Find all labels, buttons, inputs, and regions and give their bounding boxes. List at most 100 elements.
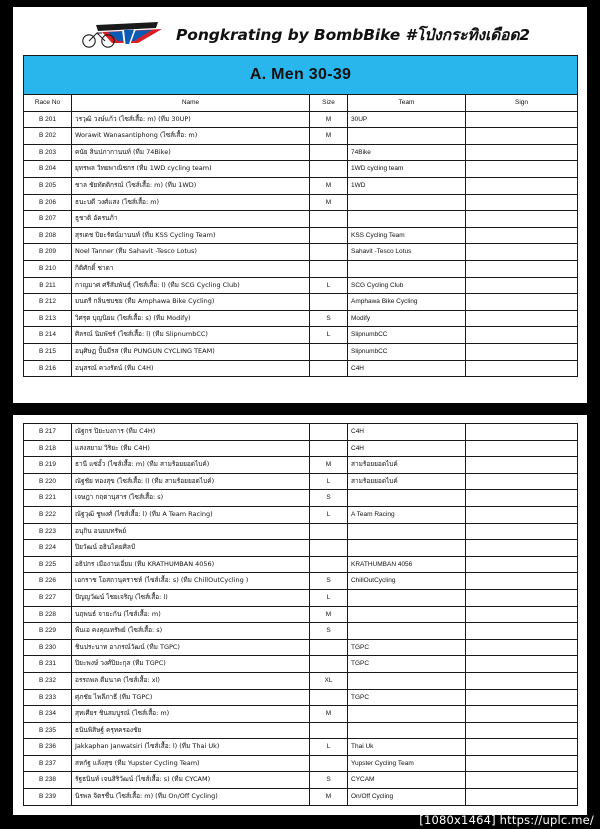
cell-sign bbox=[465, 788, 578, 806]
table-row: B 233 ศุภชัย ไพลีภาธี (ทีม TGPC) TGPC bbox=[23, 688, 578, 707]
cell-race-no: B 202 bbox=[23, 127, 72, 145]
cell-race-no: B 210 bbox=[23, 259, 72, 278]
cell-race-no: B 221 bbox=[23, 489, 72, 507]
cell-sign bbox=[464, 276, 579, 295]
roster-sheet-two: B 217 ณัฐกร ปิยะบงการ (ทีม C4H) C4H B 218 แส… bbox=[13, 415, 587, 815]
cell-team: Yupster Cycling Team bbox=[347, 754, 466, 773]
cell-name: ศิลรณ์ นิมพัชร์ (ไซส์เสื้อ: l) (ทีม Slip… bbox=[71, 326, 310, 344]
cell-team: TGPC bbox=[347, 638, 466, 657]
cell-team bbox=[347, 489, 466, 507]
document-header: Pongkrating by BombBike #โป่งกระทิงเดือด… bbox=[23, 13, 577, 55]
cell-size: L bbox=[309, 505, 348, 524]
cell-sign bbox=[464, 176, 579, 195]
lkt-cycling-logo-icon bbox=[78, 19, 164, 49]
cell-team bbox=[347, 721, 466, 740]
cell-sign bbox=[465, 489, 578, 507]
cell-team bbox=[347, 193, 466, 212]
table-row: B 239 นิรพล จิตรชื่น (ไซส์เสื้อ: m) (ทีม … bbox=[23, 788, 578, 806]
cell-team bbox=[347, 705, 466, 723]
cell-size: L bbox=[309, 326, 348, 344]
cell-size: M bbox=[309, 110, 348, 129]
cell-team bbox=[347, 127, 466, 145]
cell-sign bbox=[464, 293, 579, 311]
cell-size: L bbox=[309, 738, 348, 756]
cell-race-no: B 213 bbox=[23, 309, 72, 328]
cell-team: TGPC bbox=[347, 655, 466, 673]
cell-size bbox=[309, 655, 348, 673]
cell-sign bbox=[465, 655, 578, 673]
cell-name: วรวุฒิ วงษ์แก้ว (ไซส์เสื้อ: m) (ทีม 30UP… bbox=[71, 110, 310, 129]
cell-race-no: B 239 bbox=[23, 788, 72, 806]
cell-size: L bbox=[309, 588, 348, 607]
table-row: B 228 นฤพนธ์ จายะกัน (ไซส์เสื้อ: m) M bbox=[23, 605, 578, 624]
cell-sign bbox=[464, 342, 579, 361]
cell-race-no: B 206 bbox=[23, 193, 72, 212]
cell-name: กาญมาศ ศรีสัมพันธุ์ (ไซส์เสื้อ: l) (ทีม … bbox=[71, 276, 310, 295]
cell-sign bbox=[465, 605, 578, 624]
cell-sign bbox=[465, 439, 578, 458]
cell-size: M bbox=[309, 127, 348, 145]
cell-size: M bbox=[309, 176, 348, 195]
cell-size bbox=[309, 539, 348, 557]
cell-name: สุรเดช ปิยะรัตน์มานนท์ (ทีม KSS Cycling … bbox=[71, 226, 310, 245]
cell-size bbox=[309, 243, 348, 261]
cell-size bbox=[309, 638, 348, 657]
cell-race-no: B 233 bbox=[23, 688, 72, 707]
cell-team bbox=[347, 522, 466, 541]
cell-team: C4H bbox=[347, 359, 466, 378]
cell-name: แสงสยาม วิริยะ (ทีม C4H) bbox=[71, 439, 310, 458]
cell-name: เอกราช โอสถานุคราชห์ (ไซส์เสื้อ: s) (ทีม… bbox=[71, 572, 310, 590]
cell-team bbox=[347, 210, 466, 228]
table-row: B 232 อรรถพล ตีมนาค (ไซส์เสื้อ: xl) XL bbox=[23, 671, 578, 690]
cell-race-no: B 218 bbox=[23, 439, 72, 458]
cell-sign bbox=[464, 193, 579, 212]
cell-race-no: B 222 bbox=[23, 505, 72, 524]
roster-table-one: A. Men 30-39 Race No Name Size Team Sign… bbox=[22, 55, 579, 378]
cell-team: C4H bbox=[347, 439, 466, 458]
cell-size: M bbox=[309, 456, 348, 474]
cell-race-no: B 217 bbox=[23, 423, 72, 441]
cell-name: ธูชาติ อัครนภ้า bbox=[71, 210, 310, 228]
cell-team bbox=[347, 605, 466, 624]
table-row: B 225 อธิปกร เมืองานเอี่ยม (ทีม KRATHUMBA… bbox=[23, 555, 578, 574]
cell-name: เจษฎา กฤตานุสาร (ไซส์เสื้อ: s) bbox=[71, 489, 310, 507]
cell-sign bbox=[465, 472, 578, 491]
column-header-race-no: Race No bbox=[23, 94, 72, 112]
cell-size bbox=[309, 143, 348, 162]
table-row: B 209 Noel Tanner (ทีม Sahavit -Tesco Lot… bbox=[23, 243, 579, 261]
cell-team: Modify bbox=[347, 309, 466, 328]
uplc-watermark: [1080x1464] https://uplc.me/ bbox=[419, 813, 594, 827]
table-row: B 230 ชินประนาท อาภรณ์วัฒน์ (ทีม TGPC) TGP… bbox=[23, 638, 578, 657]
cell-race-no: B 232 bbox=[23, 671, 72, 690]
cell-race-no: B 203 bbox=[23, 143, 72, 162]
table-row: B 220 ณัฐชัย ทองสุข (ไซส์เสื้อ: l) (ทีม ส… bbox=[23, 472, 578, 491]
table-row: B 210 กิติศักดิ์ ชาดา bbox=[23, 259, 579, 278]
roster-table-two: B 217 ณัฐกร ปิยะบงการ (ทีม C4H) C4H B 218 แส… bbox=[23, 423, 578, 806]
cell-name: Noel Tanner (ทีม Sahavit -Tesco Lotus) bbox=[71, 243, 310, 261]
table-row: B 213 วิศรุต บุญนิยม (ไซส์เสื้อ: s) (ทีม … bbox=[23, 309, 579, 328]
roster-body-one: B 201 วรวุฒิ วงษ์แก้ว (ไซส์เสื้อ: m) (ทีม… bbox=[23, 110, 579, 378]
table-row: B 218 แสงสยาม วิริยะ (ทีม C4H) C4H bbox=[23, 439, 578, 458]
cell-size: XL bbox=[309, 671, 348, 690]
cell-sign bbox=[464, 359, 579, 378]
cell-size: L bbox=[309, 472, 348, 491]
cell-name: ธานี แซ่อั้ว (ไซส์เสื้อ: m) (ทีม สามร้อย… bbox=[71, 456, 310, 474]
cell-name: อรรถพล ตีมนาค (ไซส์เสื้อ: xl) bbox=[71, 671, 310, 690]
table-row: B 235 ธนินพิสิษฐ์ ครุทครองชัย bbox=[23, 721, 578, 740]
cell-sign bbox=[464, 226, 579, 245]
table-row: B 219 ธานี แซ่อั้ว (ไซส์เสื้อ: m) (ทีม สา… bbox=[23, 456, 578, 474]
cell-sign bbox=[465, 688, 578, 707]
cell-name: ยุทรพล วิทยพาณิชกร (ทีม 1WD cycling team… bbox=[71, 160, 310, 178]
cell-sign bbox=[465, 572, 578, 590]
cell-name: สุทเศียร ชินสมบูรณ์ (ไซส์เสื้อ: m) bbox=[71, 705, 310, 723]
cell-race-no: B 225 bbox=[23, 555, 72, 574]
cell-sign bbox=[465, 622, 578, 640]
cell-race-no: B 236 bbox=[23, 738, 72, 756]
cell-name: ปิยะพงษ์ วงศ์ปิยะกุล (ทีม TGPC) bbox=[71, 655, 310, 673]
cell-sign bbox=[465, 671, 578, 690]
cell-race-no: B 205 bbox=[23, 176, 72, 195]
cell-size bbox=[309, 423, 348, 441]
cell-team bbox=[347, 539, 466, 557]
cell-race-no: B 234 bbox=[23, 705, 72, 723]
